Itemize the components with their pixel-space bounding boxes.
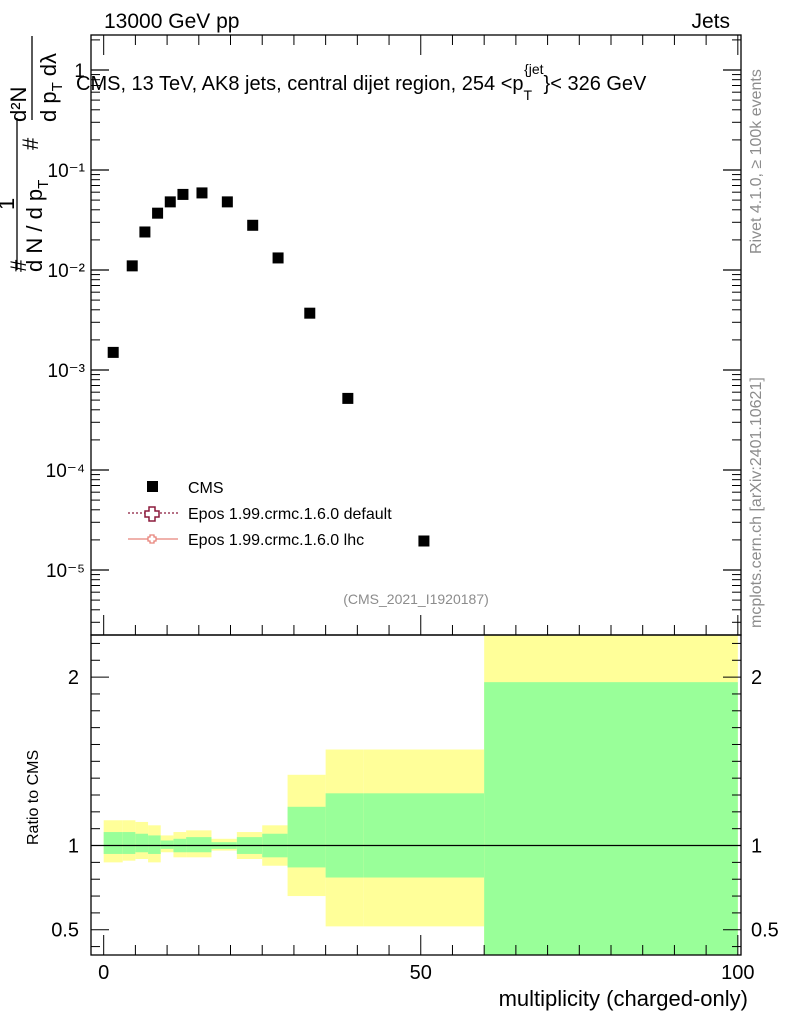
cms-data-point [196,187,208,199]
ratio-band-green [484,682,738,955]
side-label-mcplots: mcplots.cern.ch [arXiv:2401.10621] [748,377,765,628]
header-right-label: Jets [691,10,730,33]
x-axis-label: multiplicity (charged-only) [499,986,748,1011]
main-y-tick-label: 10⁻² [48,261,86,282]
svg-text:#: # [18,137,43,150]
cms-data-points [107,187,430,547]
x-ticks: 0 50 100 [98,35,755,984]
ratio-band-green [135,833,149,853]
cms-data-point [247,219,259,231]
ratio-band-green [363,793,485,878]
main-y-axis-label: # 1 d N / d pT # d²N d pTdλ [0,36,66,272]
svg-text:d²N: d²N [6,87,31,122]
ratio-bands [103,635,738,955]
ratio-y-tick-label-right: 1 [751,836,762,858]
cms-data-point [342,392,354,404]
ratio-y-tick-label-right: 2 [751,667,762,689]
cms-data-point [418,535,430,547]
ratio-y-tick-label-right: 0.5 [751,920,779,942]
side-label-rivet: Rivet 4.1.0, ≥ 100k events [748,69,765,254]
svg-text:1: 1 [0,198,19,210]
legend: CMS Epos 1.99.crmc.1.6.0 default Epos 1.… [128,480,392,549]
main-y-tick-label: 10⁻¹ [48,161,86,182]
main-y-tick-label: 1 [74,61,85,82]
ratio-y-axis-label: Ratio to CMS [25,750,42,845]
main-y-ticks: 1 10⁻¹ 10⁻² 10⁻³ 10⁻⁴ 10⁻⁵ [46,39,741,623]
ratio-y-ticks: 0.5 0.5 1 1 2 2 [51,642,779,948]
ratio-y-tick-label: 1 [68,836,79,858]
ratio-band-green [103,832,123,854]
legend-label-cms: CMS [188,480,224,497]
svg-text:d pTdλ: d pTdλ [36,53,66,122]
header-left-label: 13000 GeV pp [104,10,239,33]
main-y-tick-label: 10⁻⁴ [46,461,85,482]
svg-text:#: # [6,259,31,272]
ratio-band-green [122,832,136,854]
svg-text:d N / d pT: d N / d pT [22,180,52,272]
ratio-band-green [160,840,174,849]
legend-marker-epos-lhc [147,534,157,544]
cms-data-point [152,207,164,219]
legend-label-epos-lhc: Epos 1.99.crmc.1.6.0 lhc [188,532,364,549]
cms-data-point [177,188,189,200]
cms-data-point [304,307,316,319]
ratio-band-green [287,806,326,868]
ratio-band-green [325,793,364,878]
main-y-tick-label: 10⁻³ [48,361,86,382]
legend-marker-epos-default [144,506,160,522]
legend-label-epos-default: Epos 1.99.crmc.1.6.0 default [188,506,392,523]
cms-data-point [107,346,119,358]
ratio-band-green [186,837,212,853]
cms-data-point [126,260,138,272]
x-tick-label: 0 [98,962,109,984]
x-tick-label: 100 [721,962,754,984]
cms-data-point [272,252,284,264]
ratio-band-green [148,835,161,854]
main-y-tick-label: 10⁻⁵ [46,561,85,582]
ratio-y-tick-label: 0.5 [51,920,79,942]
legend-marker-cms [147,481,158,492]
cms-data-point [164,196,176,208]
x-tick-label: 50 [410,962,432,984]
main-plot-title: CMS, 13 TeV, AK8 jets, central dijet reg… [76,61,647,103]
ratio-y-tick-label: 2 [68,667,79,689]
cms-data-point [139,226,151,238]
analysis-annotation: (CMS_2021_I1920187) [343,591,489,607]
cms-data-point [221,196,233,208]
